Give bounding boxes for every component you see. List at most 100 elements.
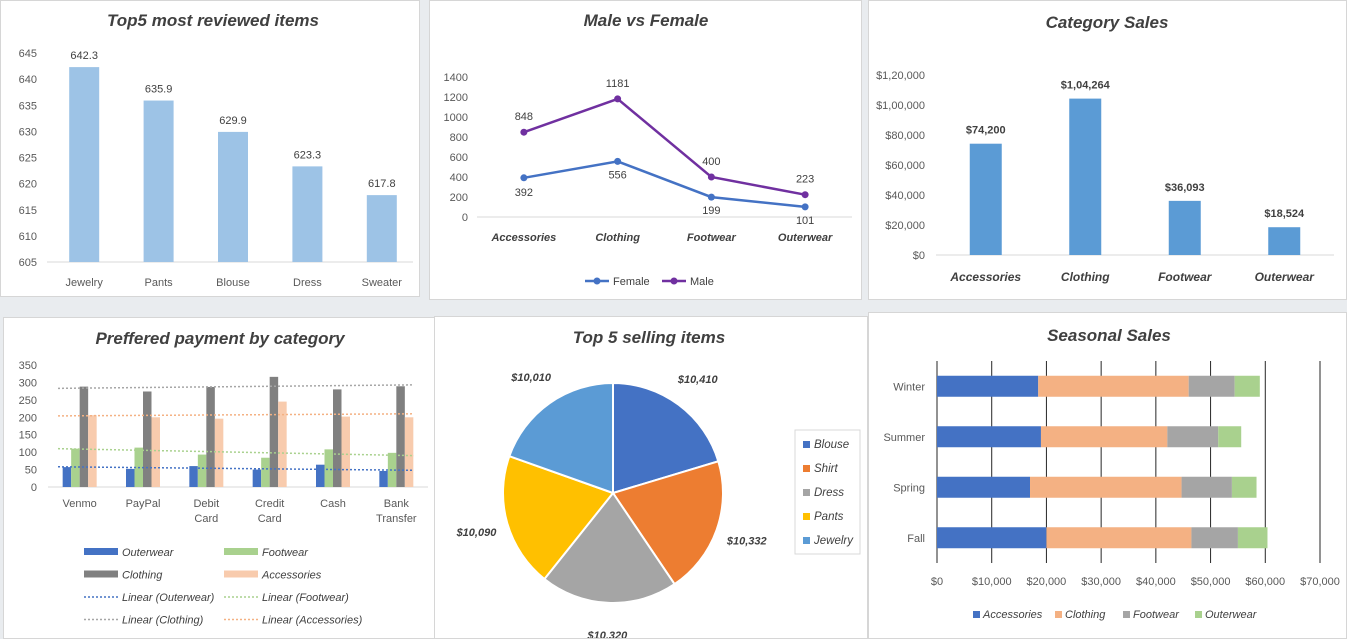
legend-swatch <box>973 611 980 618</box>
data-label: $10,090 <box>456 527 498 539</box>
legend-label: Clothing <box>1065 609 1106 621</box>
y-tick-label: 200 <box>450 192 468 204</box>
payment-chart-panel: Preffered payment by category 0 50 100 150 2… <box>3 317 435 639</box>
data-label: $10,410 <box>677 374 719 386</box>
bar <box>1069 98 1102 255</box>
legend-swatch <box>803 513 810 520</box>
x-tick-label: Dress <box>293 277 322 289</box>
legend-swatch <box>803 465 810 472</box>
bar-footwear <box>261 457 270 487</box>
y-tick-label: 635 <box>19 100 37 112</box>
data-point <box>707 193 715 201</box>
legend-label: Linear (Clothing) <box>122 615 204 627</box>
x-tick-label: Clothing <box>595 232 640 244</box>
x-tick-label: Pants <box>145 277 174 289</box>
category-sales-chart: Category Sales $0 $20,000 $40,000 $60,000 $8… <box>876 13 1334 284</box>
reviewed-chart: Top5 most reviewed items 605 610 615 620 625… <box>19 11 413 289</box>
x-tick-label: PayPal <box>126 498 161 510</box>
chart-title: Male vs Female <box>584 11 709 30</box>
x-tick-label: Footwear <box>1158 270 1213 284</box>
bar-segment-clothing <box>1046 527 1192 549</box>
legend-marker <box>593 277 601 285</box>
y-tick-label: 150 <box>19 430 37 442</box>
y-tick-label: 50 <box>25 465 37 477</box>
y-tick-label: 400 <box>450 172 468 184</box>
pie-slice-blouse <box>612 381 720 495</box>
bar-segment-footwear <box>1191 527 1238 549</box>
bar-segment-outerwear <box>1218 426 1242 448</box>
x-tick-label: Accessories <box>490 232 556 244</box>
bar <box>366 195 397 262</box>
bar <box>69 67 100 262</box>
y-tick-label: 640 <box>19 74 37 86</box>
legend-label: Linear (Outerwear) <box>122 592 215 604</box>
bar-segment-footwear <box>1188 375 1235 397</box>
y-tick-label: $20,000 <box>885 220 925 232</box>
bar-footwear <box>71 448 80 487</box>
bar <box>218 131 248 262</box>
legend-swatch <box>224 548 258 555</box>
bar-segment-outerwear <box>1237 527 1268 549</box>
chart-title: Top5 most reviewed items <box>107 11 319 30</box>
chart-title: Seasonal Sales <box>1047 326 1171 345</box>
bar-clothing <box>206 386 215 487</box>
reviewed-chart-panel: Top5 most reviewed items 605 610 615 620 625… <box>0 0 420 297</box>
bar-clothing <box>396 386 405 487</box>
bar-footwear <box>324 449 333 487</box>
legend-label: Accessories <box>261 570 322 582</box>
data-label: 635.9 <box>145 84 173 96</box>
trendline <box>57 466 415 472</box>
gender-chart-panel: Male vs Female 0 200 400 600 800 1000 1200 1400… <box>429 0 862 300</box>
series-line-male <box>523 97 806 196</box>
y-tick-label: $0 <box>913 250 925 262</box>
x-tick-label: Credit Card <box>255 498 284 525</box>
bar <box>969 143 1002 255</box>
legend-swatch <box>84 570 118 578</box>
y-tick-label: Winter <box>893 381 925 393</box>
y-tick-label: 1200 <box>444 92 468 104</box>
y-tick-label: 610 <box>19 231 37 243</box>
bar-segment-footwear <box>1167 426 1219 448</box>
legend-label: Pants <box>814 511 844 523</box>
y-tick-label: 625 <box>19 153 37 165</box>
seasonal-sales-panel: Seasonal Sales $0 $10,000 $20,000 $30,000 $4… <box>868 312 1347 639</box>
data-label: $18,524 <box>1264 208 1305 220</box>
bar-segment-accessories <box>937 426 1041 448</box>
bar-accessories <box>404 417 414 487</box>
x-tick-label: Cash <box>320 498 346 510</box>
y-tick-label: 645 <box>19 48 37 60</box>
data-point <box>520 128 528 136</box>
data-label: 223 <box>796 174 814 186</box>
bar-outerwear <box>316 464 325 487</box>
y-tick-label: Summer <box>883 432 925 444</box>
data-label: $10,320 <box>587 630 629 639</box>
data-label: $10,010 <box>510 372 552 384</box>
legend-label: Footwear <box>262 547 309 559</box>
y-tick-label: 620 <box>19 179 37 191</box>
legend-swatch <box>803 489 810 496</box>
x-tick-label: Sweater <box>362 277 403 289</box>
bar-outerwear <box>379 470 388 487</box>
y-tick-label: 100 <box>19 447 37 459</box>
legend-label: Dress <box>814 487 844 499</box>
legend-swatch <box>803 537 810 544</box>
y-tick-label: 630 <box>19 126 37 138</box>
bar-segment-clothing <box>1040 426 1168 448</box>
y-tick-label: 0 <box>462 212 468 224</box>
bar-accessories <box>151 417 160 487</box>
x-tick-label: $30,000 <box>1081 576 1121 588</box>
x-tick-label: $20,000 <box>1027 576 1067 588</box>
bar <box>292 166 323 262</box>
trendline <box>57 447 415 457</box>
y-tick-label: $40,000 <box>885 190 925 202</box>
x-tick-label: Footwear <box>687 232 737 244</box>
data-label: 642.3 <box>70 50 98 62</box>
bar-segment-accessories <box>937 476 1031 498</box>
legend-label: Blouse <box>814 439 849 451</box>
y-tick-label: 615 <box>19 205 37 217</box>
y-tick-label: 300 <box>19 377 37 389</box>
data-label: 623.3 <box>294 149 322 161</box>
y-tick-label: $80,000 <box>885 130 925 142</box>
bar-segment-outerwear <box>1231 476 1257 498</box>
bar-clothing <box>269 376 279 487</box>
